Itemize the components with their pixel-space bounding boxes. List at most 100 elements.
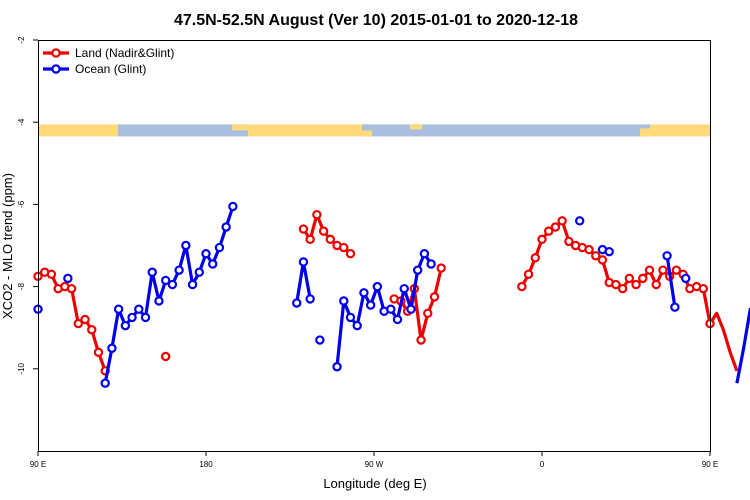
- data-point: [631, 279, 641, 290]
- series-land: [33, 209, 739, 376]
- data-point: [617, 283, 628, 294]
- legend: Land (Nadir&Glint) Ocean (Glint): [43, 46, 174, 76]
- data-point: [658, 265, 668, 275]
- land-band-notch: [232, 124, 248, 131]
- x-axis-label: Longitude (deg E): [323, 476, 426, 491]
- land-sea-band: [38, 124, 710, 137]
- data-point: [575, 216, 585, 226]
- data-point: [423, 308, 433, 319]
- data-point: [392, 314, 403, 325]
- data-point: [298, 257, 309, 267]
- y-axis: -2 -4 -6 -8 -10: [17, 36, 38, 375]
- data-point: [671, 265, 682, 275]
- data-point: [167, 279, 178, 290]
- x-tick-label: 90 E: [702, 460, 718, 469]
- data-point: [416, 335, 426, 345]
- data-point: [154, 296, 164, 306]
- data-point: [681, 273, 691, 284]
- data-point: [332, 362, 342, 372]
- data-point: [127, 312, 137, 323]
- data-point: [644, 265, 655, 275]
- data-point: [208, 259, 218, 269]
- data-point: [312, 209, 322, 220]
- data-point: [584, 244, 594, 255]
- data-point: [305, 234, 315, 245]
- data-point: [325, 234, 336, 245]
- y-axis-label: XCO2 - MLO trend (ppm): [0, 173, 15, 319]
- data-point: [638, 273, 648, 284]
- data-point: [557, 216, 567, 226]
- data-point: [80, 314, 90, 325]
- data-point: [523, 269, 534, 279]
- data-point: [345, 249, 356, 259]
- data-point: [73, 318, 84, 329]
- data-point: [174, 265, 184, 275]
- x-tick-label: 90 W: [365, 460, 384, 469]
- legend-item: Land (Nadir&Glint): [43, 46, 174, 60]
- data-point: [345, 312, 356, 323]
- data-point: [386, 304, 396, 314]
- x-axis: 90 E 180 90 W 0 90 E: [30, 451, 718, 469]
- land-band-notch: [362, 130, 372, 137]
- data-point: [550, 222, 561, 232]
- chart-title: 47.5N-52.5N August (Ver 10) 2015-01-01 t…: [174, 12, 578, 29]
- data-point: [564, 236, 574, 247]
- data-point: [662, 251, 672, 261]
- data-point: [419, 249, 430, 259]
- data-point: [412, 265, 423, 275]
- legend-item: Ocean (Glint): [43, 62, 146, 76]
- data-point: [160, 351, 171, 362]
- legend-label: Land (Nadir&Glint): [75, 46, 174, 60]
- x-tick-label: 0: [540, 460, 545, 469]
- data-point: [670, 302, 680, 312]
- data-point: [406, 304, 416, 314]
- data-point: [544, 226, 554, 236]
- data-point: [194, 267, 204, 277]
- land-band-notch: [640, 128, 650, 137]
- plot-frame: [38, 40, 711, 452]
- data-point: [46, 269, 57, 279]
- ocean-band-segment: [362, 124, 650, 137]
- data-point: [597, 255, 608, 265]
- y-tick-label: -2: [17, 36, 26, 44]
- data-point: [429, 292, 440, 302]
- data-point: [134, 304, 144, 314]
- data-point: [160, 275, 171, 286]
- data-point: [352, 320, 362, 331]
- data-point: [436, 263, 446, 273]
- data-point: [359, 288, 369, 298]
- legend-marker: [51, 48, 61, 58]
- data-point: [181, 240, 191, 251]
- data-point: [315, 335, 325, 345]
- x-tick-label: 90 E: [30, 460, 46, 469]
- legend-marker: [51, 64, 61, 74]
- data-point: [221, 222, 231, 232]
- data-point: [651, 279, 661, 290]
- data-point: [591, 251, 601, 261]
- data-point: [318, 226, 329, 236]
- data-point: [140, 312, 151, 323]
- data-point: [93, 347, 104, 358]
- series-layer: [33, 201, 750, 388]
- x-tick-label: 180: [199, 460, 213, 469]
- data-point: [698, 283, 708, 294]
- data-point: [399, 283, 409, 294]
- data-point: [87, 325, 97, 335]
- series-line: [520, 219, 739, 372]
- data-point: [201, 249, 211, 259]
- data-point: [530, 253, 540, 263]
- y-tick-label: -6: [17, 200, 26, 208]
- land-band-notch: [410, 124, 422, 130]
- data-point: [107, 343, 117, 353]
- data-point: [517, 281, 527, 292]
- data-point: [624, 273, 635, 284]
- data-point: [120, 320, 131, 331]
- data-point: [100, 378, 110, 388]
- data-point: [292, 298, 302, 308]
- data-point: [339, 242, 349, 253]
- data-point: [66, 283, 77, 294]
- data-point: [228, 201, 238, 212]
- data-point: [611, 279, 621, 290]
- series-line: [665, 255, 677, 308]
